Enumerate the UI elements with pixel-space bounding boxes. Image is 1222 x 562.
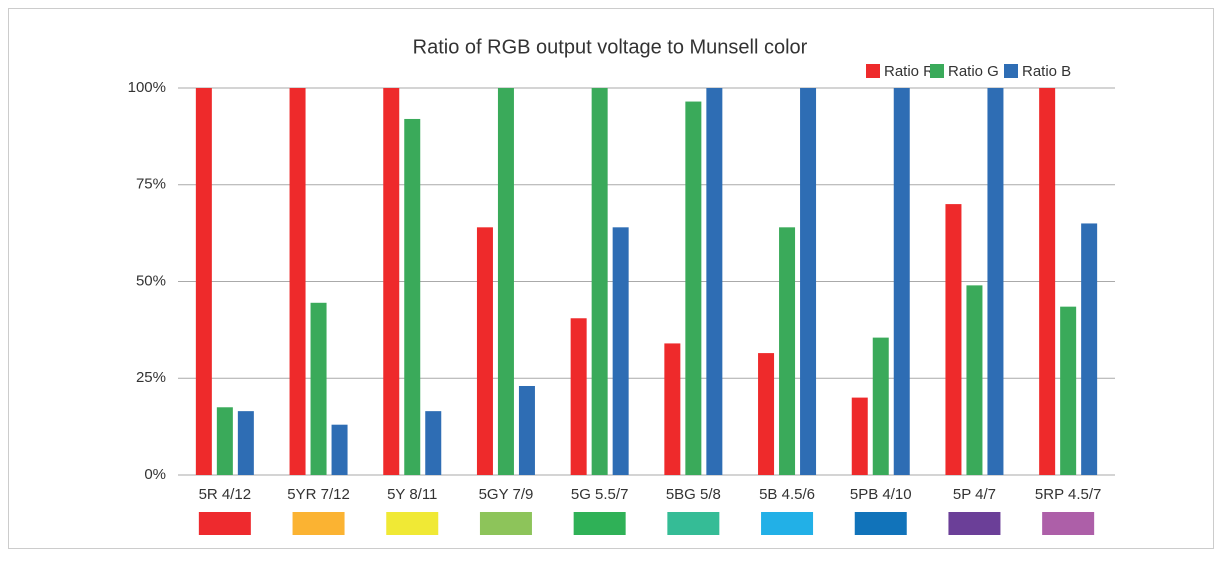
color-swatch [198,512,251,535]
chart-title: Ratio of RGB output voltage to Munsell c… [413,36,808,58]
bar [497,88,514,475]
legend-label: Ratio G [948,63,999,80]
color-swatch [667,512,720,535]
bar [289,88,306,475]
bar [570,318,587,475]
bar [216,407,233,475]
legend-swatch [866,64,880,78]
bar [518,385,535,475]
y-tick-label: 100% [128,79,166,96]
bar [612,227,629,475]
legend-swatch [1004,64,1018,78]
bar [383,88,400,475]
legend-label: Ratio R [884,63,934,80]
color-swatch [386,512,439,535]
bar [591,88,608,475]
x-tick-label: 5R 4/12 [199,486,252,503]
bar [779,227,796,475]
bar [310,302,327,475]
legend-label: Ratio B [1022,63,1071,80]
bar [945,204,962,475]
bar [331,424,348,475]
bar [893,88,910,475]
bar [800,88,817,475]
color-swatch [948,512,1001,535]
x-tick-label: 5GY 7/9 [479,486,534,503]
bar [664,343,681,475]
color-swatch [854,512,907,535]
bar [851,397,868,475]
bar [966,285,983,475]
bar [1081,223,1098,475]
color-swatch [479,512,532,535]
color-swatch [292,512,345,535]
x-tick-label: 5P 4/7 [953,486,996,503]
bar [195,88,212,475]
legend-swatch [930,64,944,78]
bar [404,118,421,476]
bar [237,411,254,475]
x-tick-label: 5B 4.5/6 [759,486,815,503]
color-swatch [573,512,626,535]
x-tick-label: 5BG 5/8 [666,486,721,503]
bar [685,101,702,476]
x-tick-label: 5Y 8/11 [387,486,437,503]
y-tick-label: 75% [136,176,166,193]
bar [476,227,493,475]
color-swatch [1042,512,1095,535]
bar [872,337,889,475]
bar [1039,88,1056,475]
color-swatch [761,512,814,535]
bar [758,353,775,475]
frame [8,8,1214,549]
x-tick-label: 5RP 4.5/7 [1035,486,1101,503]
y-tick-label: 50% [136,272,166,289]
bar [1060,306,1077,475]
y-tick-label: 25% [136,369,166,386]
bar [987,88,1004,475]
x-tick-label: 5PB 4/10 [850,486,912,503]
bar [706,88,723,475]
x-tick-label: 5G 5.5/7 [571,486,629,503]
y-tick-label: 0% [144,466,166,483]
bar [425,411,442,475]
x-tick-label: 5YR 7/12 [287,486,350,503]
